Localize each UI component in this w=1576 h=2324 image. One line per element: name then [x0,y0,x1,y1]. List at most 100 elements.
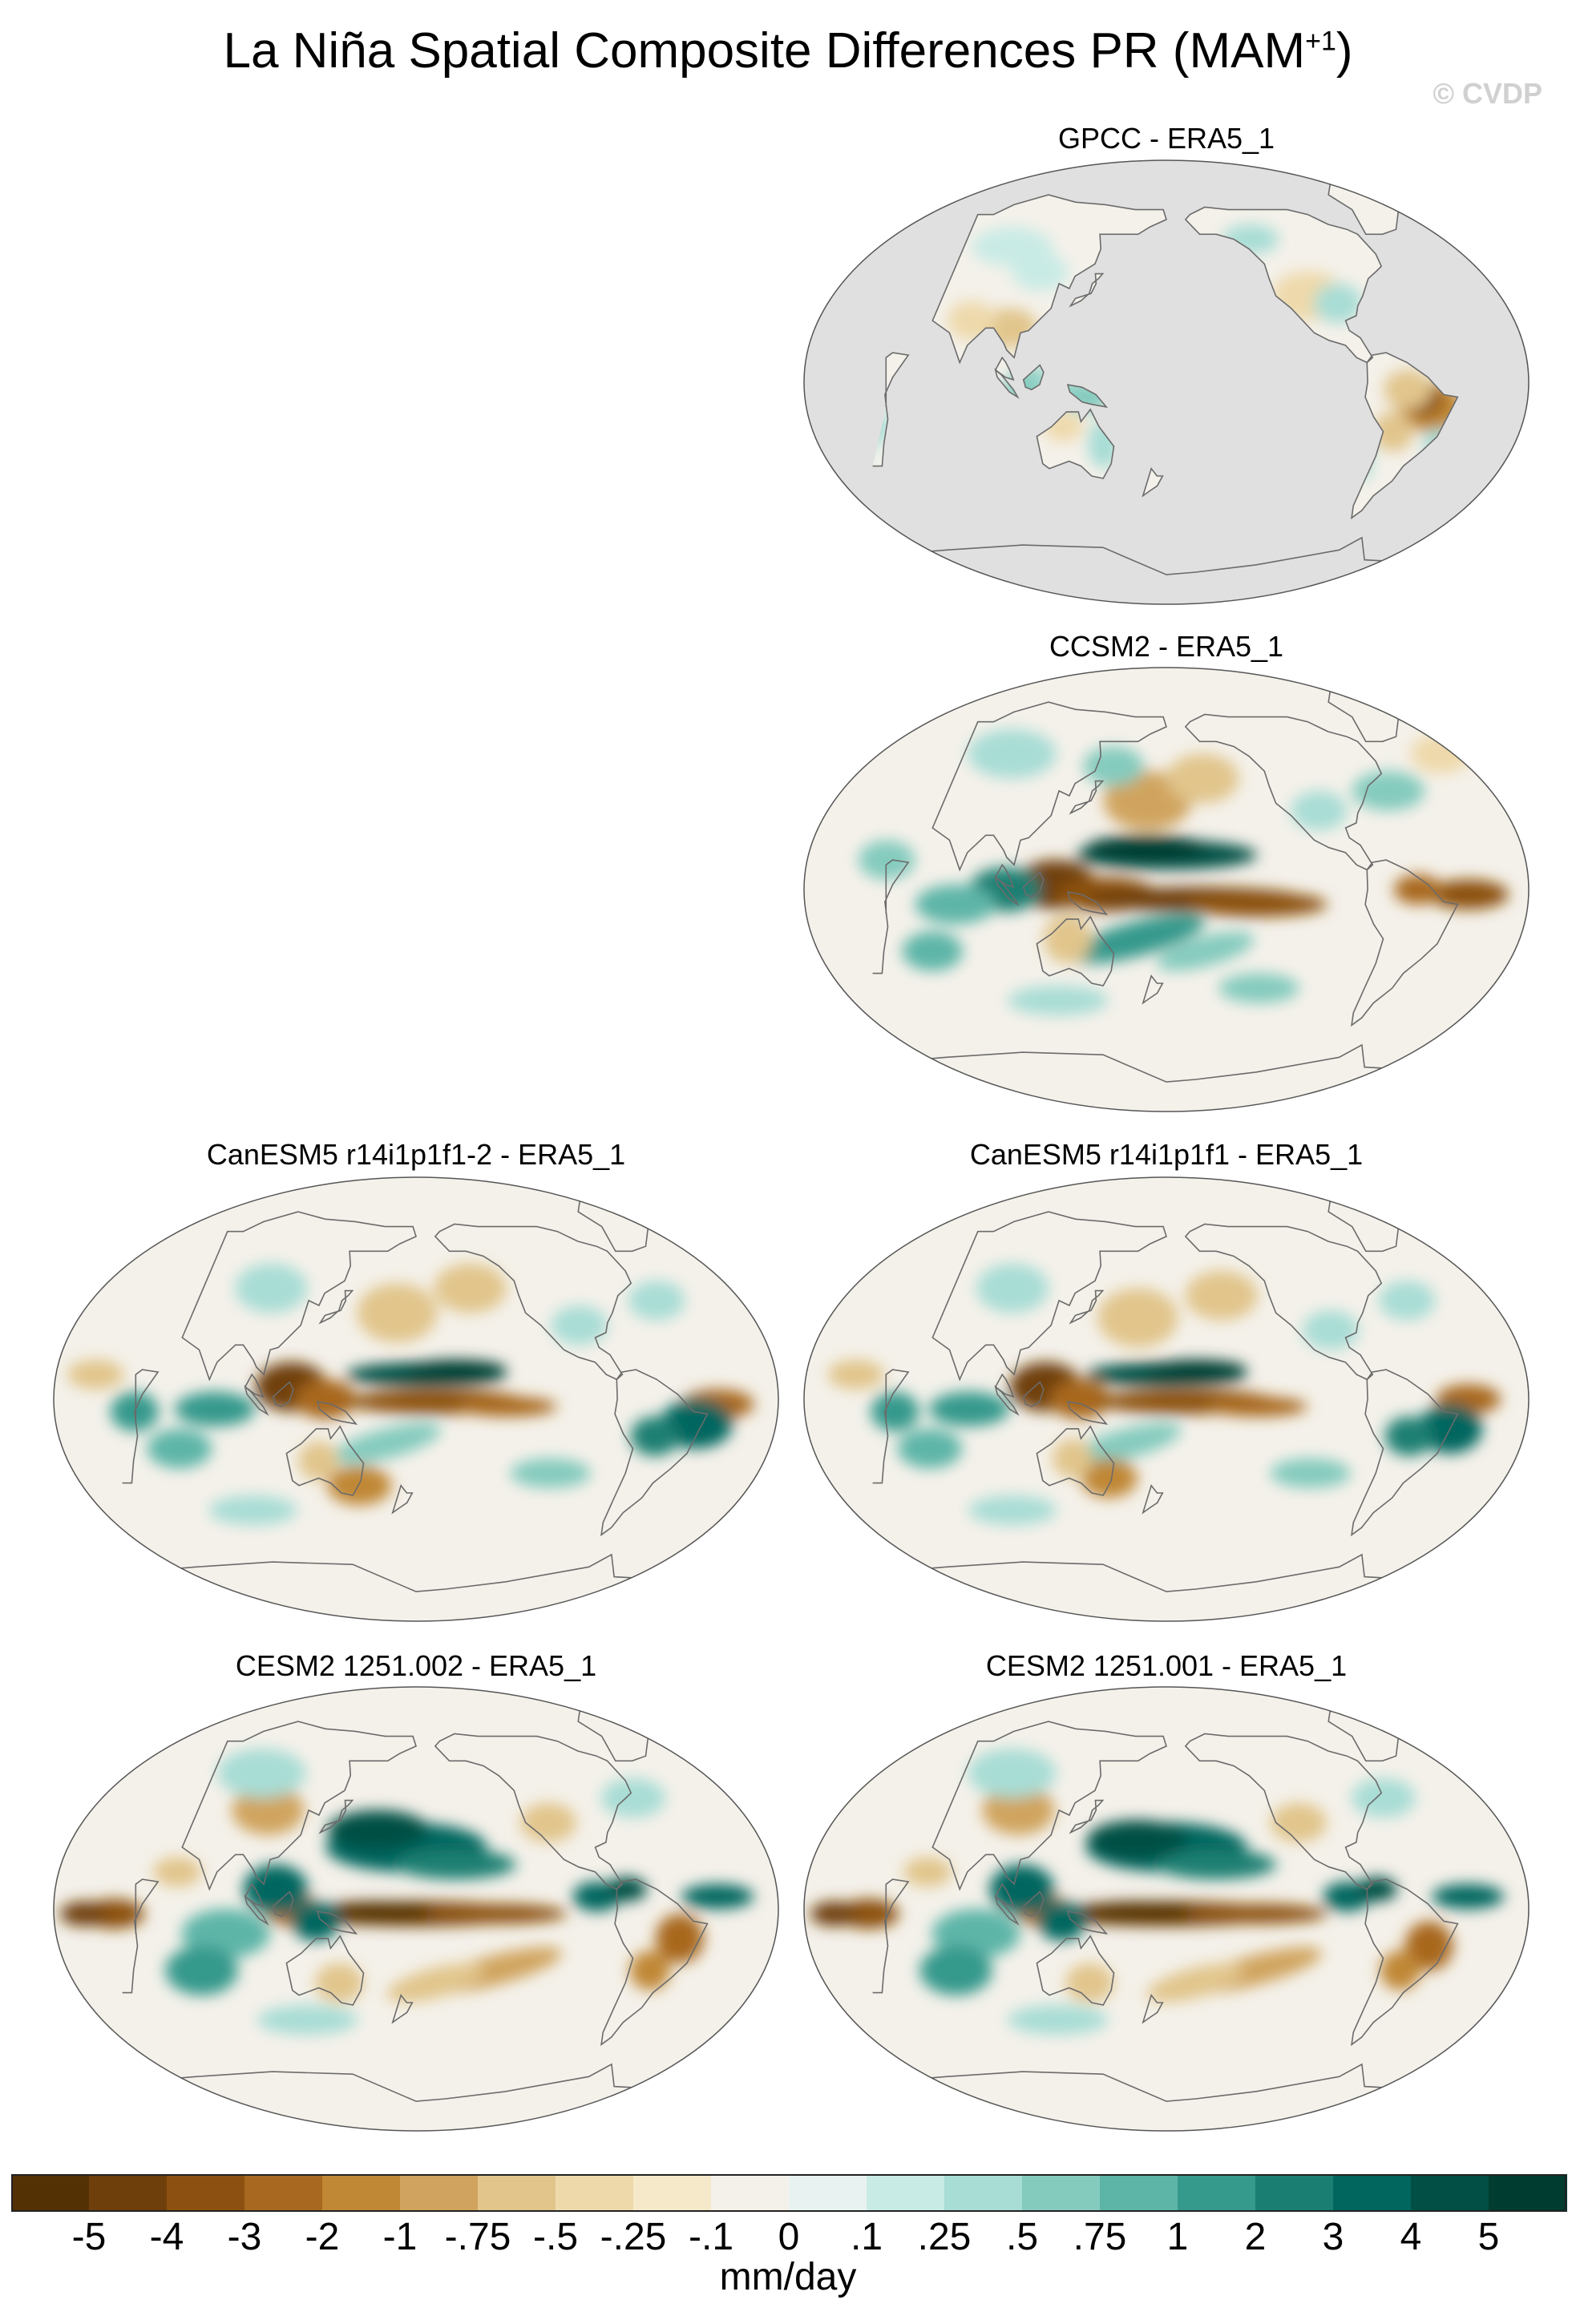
anomaly-blob [928,1391,1010,1426]
coastline-sumatra [994,1385,1020,1416]
panel-title: CCSM2 - ERA5_1 [1049,630,1284,663]
colorbar-swatch [556,2174,634,2212]
anomaly-blob [1083,746,1144,786]
coastline-borneo [1022,1381,1045,1408]
anomaly-blob [897,1429,963,1469]
colorbar-tick-label: -3 [227,2216,262,2258]
coastline-japan [1069,272,1105,308]
anomaly-blob [1043,914,1093,964]
map-panel-1: GPCC - ERA5_1 [802,122,1531,607]
coastline-sumatra [994,1894,1020,1926]
coastline-asia [181,1211,417,1382]
coastline-seAsia [244,1882,265,1908]
coastline-borneo [1022,364,1045,391]
panel-title: CanESM5 r14i1p1f1-2 - ERA5_1 [206,1138,626,1171]
coastlines [122,1703,709,2102]
colorbar-swatch [1022,2174,1101,2212]
anomaly-blob [976,1263,1049,1313]
anomaly-blob [1380,1951,1420,1991]
coastline-japan [1069,1289,1105,1325]
colorbar-tick-label: 4 [1400,2216,1422,2258]
anomaly-blob [1352,771,1425,811]
coastline-africa [872,1369,910,1484]
coastline-australia [1036,1425,1115,1496]
coastline-newguinea [316,1401,358,1425]
anomaly-blob [1384,1416,1433,1456]
anomaly-blob [456,1396,557,1417]
coastline-nz [391,1993,414,2024]
coastline-borneo [272,1381,294,1408]
anomaly-blob [1270,1802,1327,1842]
anomaly-blob [331,1422,442,1464]
anomaly-blob [1146,1359,1247,1380]
colorbar-swatch [478,2174,556,2212]
anomaly-blob [810,1901,859,1927]
coastline-newguinea [316,1910,358,1935]
colorbar-tick-label: -.25 [600,2216,667,2258]
anomaly-blob [655,1914,705,1963]
colorbar-swatch [322,2174,401,2212]
anomaly-blob [235,1263,308,1313]
anomaly-blob [1410,734,1471,774]
coastline-antarctica [887,1043,1445,1083]
coastline-seAsia [994,1882,1015,1908]
anomaly-blob [1384,369,1433,410]
anomaly-blob [982,1785,1055,1835]
anomaly-blob [386,1963,484,2003]
map-outline [53,1176,779,1622]
anomaly-blob [1314,283,1363,324]
coastline-newguinea [1066,1401,1109,1425]
anomaly-blob [1166,753,1239,804]
anomaly-blob [989,1864,1054,1914]
anomaly-blob [630,1416,679,1456]
colorbar [11,2174,1567,2212]
anomaly-blob [681,1884,754,1909]
map-outline [803,1176,1530,1622]
map-plot [803,667,1530,1112]
coastline-africa [122,1878,160,1994]
anomaly-blob [315,1963,364,2003]
colorbar-swatch [1411,2174,1489,2212]
map-field [54,1177,778,1621]
colorbar-swatch [944,2174,1023,2212]
anomaly-blob [968,1495,1057,1525]
coastline-sumatra [994,875,1020,906]
coastline-newguinea [1066,384,1109,408]
colorbar-tick-label: 0 [778,2216,800,2258]
anomaly-blob [1186,1903,1327,1924]
coastline-sumatra [244,1894,269,1926]
anomaly-blob [1372,411,1413,452]
anomaly-blob [357,1283,438,1343]
colorbar-swatch [89,2174,168,2212]
coastline-samerica [1351,859,1459,1027]
anomaly-blob [147,1429,212,1469]
panel-title: CESM2 1251.002 - ERA5_1 [235,1649,597,1682]
anomaly-blob [1065,1963,1114,2003]
coastline-antarctica [887,2063,1445,2102]
coastline-asia [931,1721,1167,1891]
coastlines [872,176,1459,575]
anomaly-blob [827,1359,884,1390]
coastline-namerica [434,1223,632,1381]
colorbar-tick-label: -1 [382,2216,418,2258]
map-plot [53,1686,779,2132]
coastline-africa [122,1369,160,1484]
coastline-borneo [272,1890,294,1918]
coastline-seAsia [244,1373,265,1398]
map-field [804,1177,1529,1621]
panel-title: GPCC - ERA5_1 [1057,122,1275,155]
coastline-namerica [1184,713,1383,871]
colorbar-swatch [1255,2174,1334,2212]
colorbar-tick-label: -2 [305,2216,340,2258]
map-plot [803,1176,1530,1622]
anomaly-blob [968,728,1057,779]
anomaly-blob [426,1903,568,1924]
anomaly-blob [1081,1458,1138,1499]
colorbar-tick-label: 1 [1166,2216,1189,2258]
anomaly-blob [1087,1820,1188,1860]
colorbar-tick-label: .75 [1073,2216,1127,2258]
anomaly-blob [871,1391,919,1431]
coastline-africa [872,352,910,467]
coastline-japan [318,1289,354,1325]
coastline-asia [931,1211,1167,1382]
